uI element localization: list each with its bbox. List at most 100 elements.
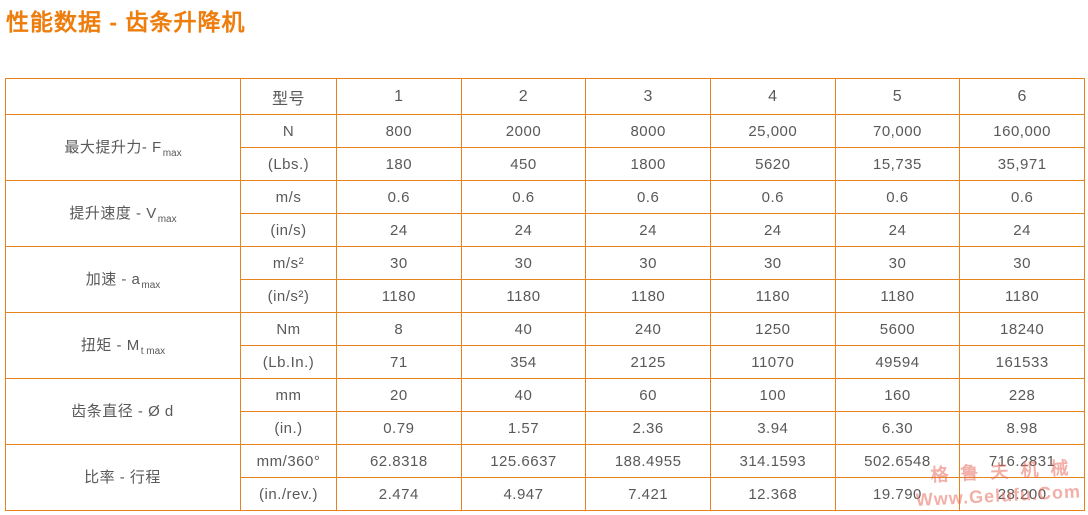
- value-cell: 24: [336, 213, 462, 247]
- value-cell: 450: [460, 147, 587, 181]
- param-subscript: max: [157, 214, 177, 225]
- unit-cell: (Lbs.): [240, 147, 337, 181]
- param-cell: 比率 - 行程: [5, 444, 241, 511]
- value-cell: 18240: [959, 312, 1085, 346]
- value-cell: 24: [709, 213, 836, 247]
- value-cell: 5600: [834, 312, 961, 346]
- table-row: 加速 - amax m/s² 30 30 30 30 30 30: [5, 246, 1085, 313]
- table-row: (Lb.In.) 71 354 2125 11070 49594 161533: [6, 345, 1085, 379]
- value-cell: 7.421: [585, 477, 711, 511]
- param-subscript: max: [162, 148, 182, 159]
- value-cell: 30: [336, 246, 462, 280]
- param-cell: 齿条直径 - Ø d: [5, 378, 241, 445]
- value-cell: 5620: [709, 147, 836, 181]
- value-cell: 180: [336, 147, 462, 181]
- value-cell: 0.6: [460, 180, 587, 214]
- unit-cell: (in.): [240, 411, 337, 445]
- param-label: 最大提升力- F: [64, 139, 162, 156]
- model-header-label-cell: 型号: [240, 78, 337, 115]
- value-cell: 2.36: [585, 411, 711, 445]
- unit-cell: m/s: [240, 180, 337, 214]
- value-cell: 70,000: [834, 114, 961, 148]
- unit-cell: N: [240, 114, 337, 148]
- value-cell: 161533: [959, 345, 1085, 379]
- value-cell: 716.2831: [959, 444, 1085, 478]
- value-cell: 1180: [460, 279, 587, 313]
- param-label: 扭矩 - M: [80, 337, 140, 354]
- param-cell: 最大提升力- Fmax: [5, 114, 241, 181]
- value-cell: 11070: [709, 345, 836, 379]
- value-cell: 314.1593: [709, 444, 836, 478]
- value-cell: 62.8318: [336, 444, 462, 478]
- unit-cell: (in/s): [240, 213, 337, 247]
- value-cell: 19.790: [834, 477, 961, 511]
- unit-cell: (in/s²): [240, 279, 337, 313]
- value-cell: 1250: [709, 312, 836, 346]
- unit-cell: mm: [240, 378, 337, 412]
- value-cell: 24: [834, 213, 961, 247]
- value-cell: 40: [460, 312, 587, 346]
- model-header-cell: 5: [834, 78, 961, 115]
- value-cell: 188.4955: [585, 444, 711, 478]
- value-cell: 1180: [709, 279, 836, 313]
- value-cell: 28.200: [959, 477, 1085, 511]
- param-cell: 加速 - amax: [5, 246, 241, 313]
- value-cell: 24: [959, 213, 1085, 247]
- value-cell: 8.98: [959, 411, 1085, 445]
- unit-cell: Nm: [240, 312, 337, 346]
- value-cell: 125.6637: [460, 444, 587, 478]
- unit-cell: mm/360°: [240, 444, 337, 478]
- value-cell: 2.474: [336, 477, 462, 511]
- param-subscript: max: [141, 280, 161, 291]
- table-row: (in/s²) 1180 1180 1180 1180 1180 1180: [6, 279, 1085, 313]
- value-cell: 0.6: [585, 180, 711, 214]
- value-cell: 6.30: [834, 411, 961, 445]
- model-header-cell: 3: [585, 78, 711, 115]
- value-cell: 8: [336, 312, 462, 346]
- value-cell: 100: [709, 378, 836, 412]
- value-cell: 1.57: [460, 411, 587, 445]
- table-row: (Lbs.) 180 450 1800 5620 15,735 35,971: [6, 147, 1085, 181]
- value-cell: 0.6: [959, 180, 1085, 214]
- param-cell: 扭矩 - Mt max: [5, 312, 241, 379]
- value-cell: 24: [585, 213, 711, 247]
- value-cell: 15,735: [834, 147, 961, 181]
- value-cell: 160,000: [959, 114, 1085, 148]
- table-row: (in/s) 24 24 24 24 24 24: [6, 213, 1085, 247]
- param-label: 加速 - a: [85, 271, 141, 288]
- model-header-cell: 2: [460, 78, 587, 115]
- performance-table: 型号 1 2 3 4 5 6 最大提升力- Fmax N 800 2000 80…: [5, 78, 1085, 511]
- value-cell: 1180: [959, 279, 1085, 313]
- page-title: 性能数据 - 齿条升降机: [6, 9, 246, 35]
- value-cell: 2125: [585, 345, 711, 379]
- value-cell: 4.947: [460, 477, 587, 511]
- value-cell: 0.6: [709, 180, 836, 214]
- corner-cell: [5, 78, 241, 115]
- value-cell: 1800: [585, 147, 711, 181]
- value-cell: 502.6548: [834, 444, 961, 478]
- value-cell: 12.368: [709, 477, 836, 511]
- value-cell: 0.79: [336, 411, 462, 445]
- table-row: 扭矩 - Mt max Nm 8 40 240 1250 5600 18240: [5, 312, 1085, 379]
- value-cell: 24: [460, 213, 587, 247]
- value-cell: 49594: [834, 345, 961, 379]
- value-cell: 1180: [834, 279, 961, 313]
- model-header-cell: 1: [336, 78, 462, 115]
- unit-cell: (Lb.In.): [240, 345, 337, 379]
- value-cell: 25,000: [709, 114, 836, 148]
- param-label: 比率 - 行程: [84, 469, 161, 486]
- value-cell: 0.6: [336, 180, 462, 214]
- param-cell: 提升速度 - Vmax: [5, 180, 241, 247]
- value-cell: 1180: [336, 279, 462, 313]
- model-header-cell: 4: [709, 78, 836, 115]
- model-header-cell: 6: [959, 78, 1085, 115]
- value-cell: 35,971: [959, 147, 1085, 181]
- value-cell: 160: [834, 378, 961, 412]
- param-subscript: t max: [140, 346, 166, 357]
- unit-cell: (in./rev.): [240, 477, 337, 511]
- value-cell: 71: [336, 345, 462, 379]
- value-cell: 0.6: [834, 180, 961, 214]
- value-cell: 40: [460, 378, 587, 412]
- value-cell: 30: [585, 246, 711, 280]
- table-row: 齿条直径 - Ø d mm 20 40 60 100 160 228: [5, 378, 1085, 445]
